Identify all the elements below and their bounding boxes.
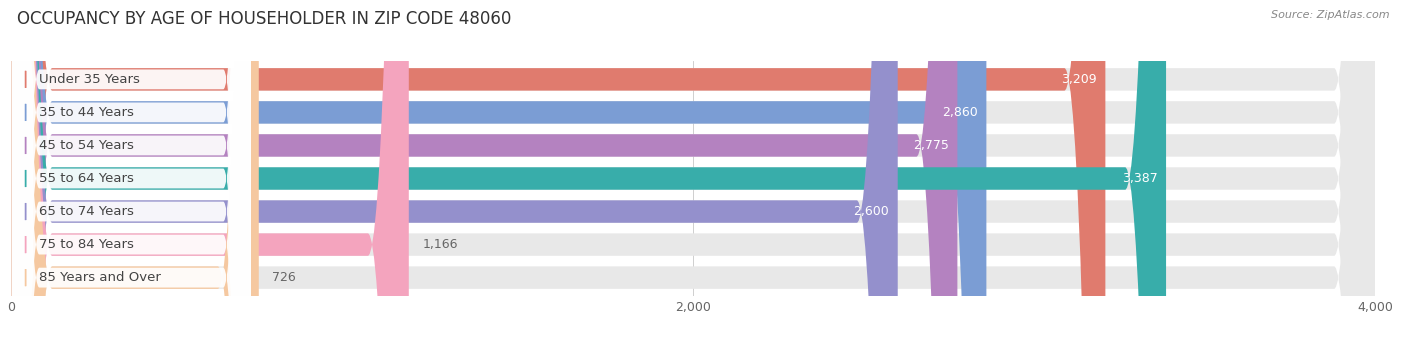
FancyBboxPatch shape	[11, 0, 250, 340]
FancyBboxPatch shape	[11, 0, 250, 340]
Text: 726: 726	[273, 271, 297, 284]
FancyBboxPatch shape	[11, 0, 987, 340]
Text: 3,387: 3,387	[1122, 172, 1157, 185]
FancyBboxPatch shape	[11, 0, 250, 340]
Text: Under 35 Years: Under 35 Years	[38, 73, 139, 86]
Text: 2,775: 2,775	[912, 139, 949, 152]
FancyBboxPatch shape	[11, 0, 1375, 340]
Text: 55 to 64 Years: 55 to 64 Years	[38, 172, 134, 185]
Text: 1,166: 1,166	[422, 238, 458, 251]
Text: 75 to 84 Years: 75 to 84 Years	[38, 238, 134, 251]
Text: 2,600: 2,600	[853, 205, 889, 218]
FancyBboxPatch shape	[11, 0, 250, 340]
FancyBboxPatch shape	[11, 0, 1105, 340]
Text: Source: ZipAtlas.com: Source: ZipAtlas.com	[1271, 10, 1389, 20]
FancyBboxPatch shape	[11, 0, 250, 340]
FancyBboxPatch shape	[11, 0, 1166, 340]
FancyBboxPatch shape	[11, 0, 1375, 340]
FancyBboxPatch shape	[11, 0, 957, 340]
Text: 2,860: 2,860	[942, 106, 977, 119]
FancyBboxPatch shape	[11, 0, 259, 340]
Text: 65 to 74 Years: 65 to 74 Years	[38, 205, 134, 218]
FancyBboxPatch shape	[11, 0, 898, 340]
FancyBboxPatch shape	[11, 0, 1375, 340]
FancyBboxPatch shape	[11, 0, 250, 340]
FancyBboxPatch shape	[11, 0, 1375, 340]
FancyBboxPatch shape	[11, 0, 250, 340]
Text: 35 to 44 Years: 35 to 44 Years	[38, 106, 134, 119]
Text: OCCUPANCY BY AGE OF HOUSEHOLDER IN ZIP CODE 48060: OCCUPANCY BY AGE OF HOUSEHOLDER IN ZIP C…	[17, 10, 512, 28]
FancyBboxPatch shape	[11, 0, 1375, 340]
Text: 85 Years and Over: 85 Years and Over	[38, 271, 160, 284]
Text: 3,209: 3,209	[1062, 73, 1097, 86]
FancyBboxPatch shape	[11, 0, 1375, 340]
Text: 45 to 54 Years: 45 to 54 Years	[38, 139, 134, 152]
FancyBboxPatch shape	[11, 0, 409, 340]
FancyBboxPatch shape	[11, 0, 1375, 340]
